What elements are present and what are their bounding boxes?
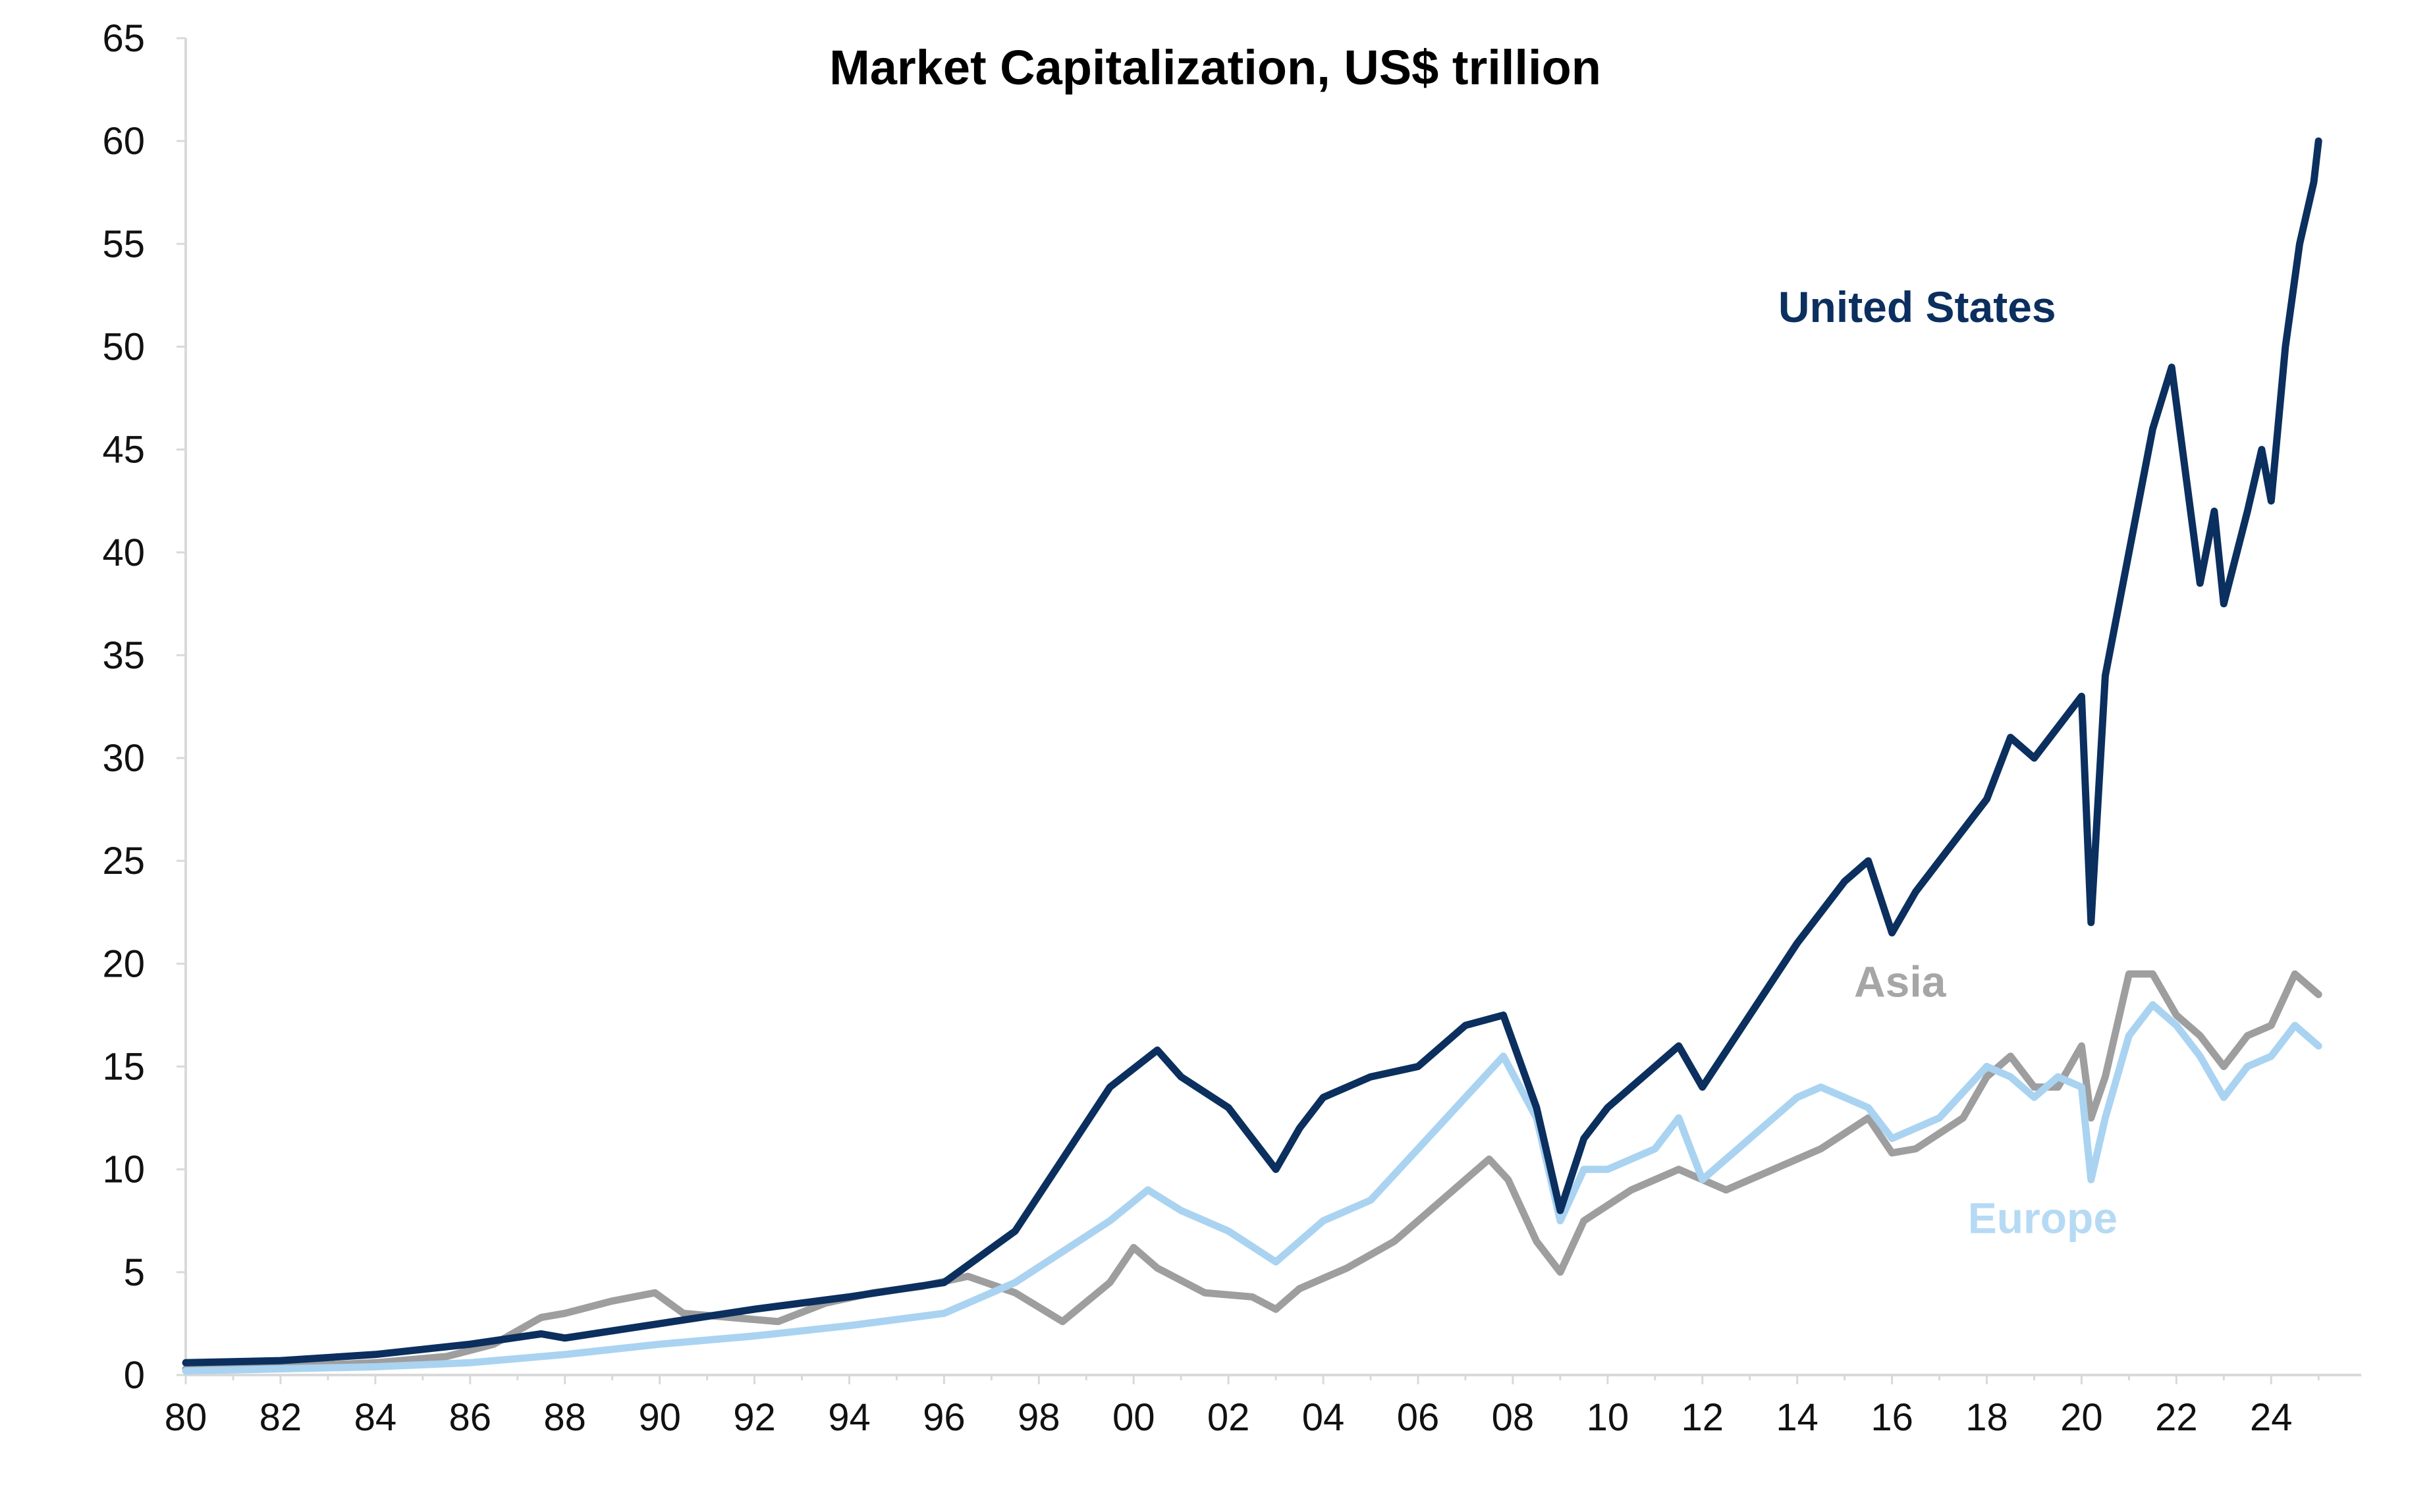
y-tick-label: 10: [102, 1148, 145, 1191]
x-tick-label: 02: [1207, 1396, 1250, 1439]
x-tick-label: 10: [1587, 1396, 1629, 1439]
x-tick-label: 24: [2250, 1396, 2293, 1439]
x-tick-label: 18: [1965, 1396, 2008, 1439]
y-tick-label: 50: [102, 325, 145, 368]
x-tick-label: 86: [449, 1396, 492, 1439]
series-label-asia: Asia: [1854, 957, 1947, 1006]
x-tick-label: 04: [1302, 1396, 1345, 1439]
series-line-europe: [182, 1001, 2322, 1375]
y-tick-label: 25: [102, 840, 145, 882]
x-tick-label: 88: [543, 1396, 586, 1439]
x-tick-label: 82: [260, 1396, 302, 1439]
x-tick-label: 08: [1492, 1396, 1535, 1439]
series-line-united-states: [182, 137, 2322, 1366]
series-label-europe: Europe: [1968, 1194, 2118, 1243]
y-tick-label: 30: [102, 737, 145, 780]
x-tick-label: 98: [1018, 1396, 1060, 1439]
y-tick-label: 55: [102, 223, 145, 265]
x-tick-label: 20: [2060, 1396, 2103, 1439]
y-tick-label: 35: [102, 634, 145, 677]
x-tick-label: 06: [1397, 1396, 1440, 1439]
x-tick-label: 92: [733, 1396, 776, 1439]
y-tick-label: 5: [124, 1251, 145, 1294]
y-tick-label: 65: [102, 17, 145, 60]
y-tick-label: 20: [102, 942, 145, 985]
x-tick-label: 22: [2155, 1396, 2198, 1439]
y-tick-label: 0: [124, 1354, 145, 1397]
x-tick-label: 14: [1776, 1396, 1818, 1439]
x-tick-label: 94: [828, 1396, 871, 1439]
x-tick-label: 12: [1681, 1396, 1724, 1439]
x-tick-label: 00: [1112, 1396, 1155, 1439]
x-tick-label: 16: [1871, 1396, 1913, 1439]
y-tick-label: 40: [102, 531, 145, 574]
chart-title: Market Capitalization, US$ trillion: [829, 40, 1601, 95]
series-label-united-states: United States: [1778, 283, 2056, 331]
labels-layer: United States Asia Europe: [1778, 283, 2118, 1243]
y-tick-label: 45: [102, 429, 145, 472]
x-tick-label: 90: [638, 1396, 681, 1439]
y-tick-label: 15: [102, 1046, 145, 1089]
y-tick-label: 60: [102, 120, 145, 163]
x-tick-label: 80: [165, 1396, 207, 1439]
x-tick-label: 96: [923, 1396, 966, 1439]
axes-layer: 0 5 10 15 20 25 30 35 40 45 50 55 60 65 80 82 84 86 88 90 92…: [102, 17, 2361, 1439]
x-tick-label: 84: [354, 1396, 397, 1439]
series-layer: [182, 137, 2322, 1375]
